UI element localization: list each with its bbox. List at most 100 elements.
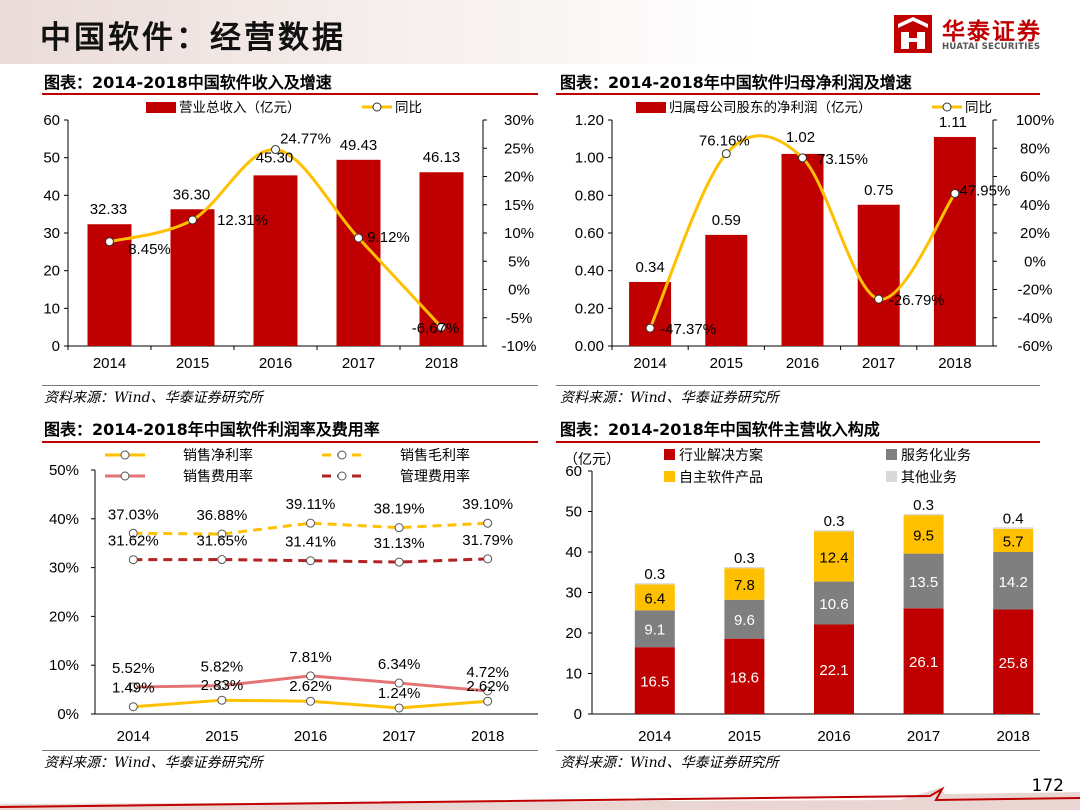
line-value-label: -47.37% [660,321,716,338]
bar-value-label: 49.43 [340,137,378,154]
y-axis-unit: （亿元） [564,451,620,467]
x-tick-label: 2017 [907,728,940,745]
segment-value-label: 12.4 [819,549,848,566]
y-tick-label: 40 [565,544,582,561]
line-value-label: 4.72% [466,664,509,681]
segment-value-label: 13.5 [909,574,938,591]
line-point [483,686,493,696]
line-point [217,681,227,691]
line-point [306,556,315,566]
bar-value-label: 1.02 [786,129,815,146]
line-value-label: 1.24% [378,685,421,702]
line-point [721,149,731,159]
y-tick-label: 0 [52,338,60,355]
bar-value-label: 0.59 [712,212,741,229]
segment-value-label: 10.6 [819,596,848,613]
segment-value-label: 16.5 [640,674,669,691]
line-point [950,189,960,199]
segment-value-label: 18.6 [730,669,759,686]
y-tick-label: 10% [49,657,79,674]
y2-tick-label: 5% [508,253,530,270]
y-tick-label: 1.20 [575,112,604,129]
stacked-bar-segment [993,609,1034,714]
bar-value-label: 32.33 [90,201,128,218]
source-note: 资料来源：Wind、华泰证券研究所 [44,390,263,406]
x-tick-label: 2016 [259,355,292,372]
y2-tick-label: 100% [1016,112,1054,129]
line-value-label: 39.10% [462,496,513,513]
line-point [394,678,404,688]
y-tick-label: 10 [565,666,582,683]
stacked-bar-segment [814,624,854,714]
line-value-label: 38.19% [374,501,425,518]
line-point [128,528,138,538]
segment-value-label: 0.3 [824,513,845,530]
stacked-bar-segment [903,513,944,516]
y-tick-label: 0.00 [575,338,604,355]
legend-swatch [886,471,897,482]
y-tick-label: 40% [49,511,79,528]
segment-value-label: 26.1 [909,654,938,671]
line-point [217,529,227,539]
legend-label: 行业解决方案 [679,447,763,463]
legend-label: 销售毛利率 [400,447,470,463]
y2-tick-label: 0% [508,282,530,299]
line-value-label: 12.31% [217,212,268,229]
legend-marker [337,450,347,460]
line-value-label: 31.65% [196,533,247,550]
chart-revenue: 0 10 20 30 40 50 60 -10% -5% 0% 5% 10% 15% 20% 25% 30% 2… [43,100,536,372]
bar-value-label: 0.75 [864,182,893,199]
y2-tick-label: 25% [504,140,534,157]
y2-tick-label: -5% [506,310,533,327]
line-point [354,233,363,243]
line-value-label: 31.13% [374,535,425,552]
chart-net-profit: 0.00 0.20 0.40 0.60 0.80 1.00 1.20 -60% -40% -20%… [575,99,1054,372]
line-value-label: 39.11% [286,496,336,513]
x-tick-label: 2015 [205,728,238,745]
x-tick-label: 2016 [786,355,819,372]
panel-divider [556,93,1040,95]
x-tick-label: 2018 [471,728,504,745]
y-tick-label: 20 [43,263,60,280]
x-tick-label: 2014 [117,728,150,745]
x-tick-label: 2015 [710,355,743,372]
line-point [271,145,280,155]
line-point [483,696,493,706]
y-tick-label: 20 [565,625,582,642]
legend-swatch [146,102,176,113]
y2-tick-label: 60% [1020,169,1050,186]
line-value-label: -26.79% [889,292,945,309]
stacked-bar-segment [634,583,675,585]
y-tick-label: 20% [49,608,79,625]
source-note: 资料来源：Wind、华泰证券研究所 [44,755,263,771]
logo-text-en: HUATAI SECURITIES [942,42,1041,52]
stacked-bar-segment [903,515,944,554]
segment-value-label: 0.4 [1003,510,1024,527]
y-tick-label: 0.20 [575,300,604,317]
line-point [874,294,884,304]
segment-value-label: 9.5 [913,527,934,544]
line-point [483,554,493,564]
y-tick-label: 60 [43,112,60,129]
panel-title-margins: 图表：2014-2018年中国软件利润率及费用率 [44,420,380,439]
bar [781,153,824,346]
legend-label: 销售费用率 [183,468,253,484]
huatai-logo-mark-icon [894,15,932,53]
logo-text-cn: 华泰证券 [942,19,1042,45]
x-tick-label: 2018 [425,355,458,372]
y2-tick-label: 0% [1024,253,1046,270]
y2-tick-label: 80% [1020,140,1050,157]
segment-value-label: 0.3 [734,550,755,567]
line-value-label: 31.62% [108,533,159,550]
y-tick-label: 0 [574,706,582,723]
segment-value-label: 14.2 [999,574,1028,591]
legend-swatch [664,471,675,482]
bar-value-label: 1.11 [939,114,967,131]
y-tick-label: 0.60 [575,225,604,242]
stacked-bar-segment [814,531,854,582]
panel-divider [556,441,1040,443]
stacked-bar-segment [634,584,675,611]
stacked-bar-segment [903,553,944,609]
bar [419,172,464,346]
panel-title-net-profit: 图表：2014-2018年中国软件归母净利润及增速 [560,73,912,92]
